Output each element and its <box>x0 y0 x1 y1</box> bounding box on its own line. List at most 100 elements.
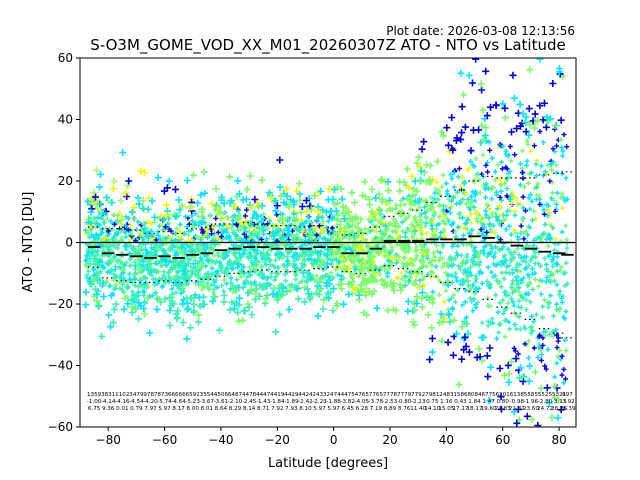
data-point <box>422 223 428 229</box>
data-point <box>422 210 428 216</box>
data-point <box>523 229 529 234</box>
data-point <box>293 272 299 278</box>
data-point <box>95 302 103 310</box>
bin-label: -4.54 <box>129 399 144 405</box>
data-point <box>371 213 377 219</box>
data-point <box>487 363 495 371</box>
data-point <box>449 198 454 204</box>
data-point <box>209 231 215 237</box>
data-point <box>242 213 248 219</box>
data-point <box>339 235 345 241</box>
data-point <box>145 283 151 289</box>
data-point <box>362 226 368 232</box>
data-point <box>340 215 348 223</box>
data-point <box>525 180 531 186</box>
bin-label: 1.84 <box>468 399 481 405</box>
bin-label: -5.74 <box>157 399 172 405</box>
data-point <box>514 405 522 413</box>
data-point <box>552 149 558 155</box>
data-point <box>194 243 200 249</box>
data-point <box>526 263 532 269</box>
data-point <box>174 314 182 322</box>
data-point <box>98 332 106 340</box>
data-point <box>420 138 428 146</box>
data-point <box>433 264 439 270</box>
data-point <box>244 300 252 308</box>
data-point <box>417 266 423 272</box>
data-point <box>195 311 203 319</box>
data-point <box>370 227 376 233</box>
bin-label: 1102 <box>115 392 129 398</box>
data-point <box>238 224 244 229</box>
data-point <box>478 122 486 130</box>
data-point <box>437 310 445 318</box>
data-point <box>217 260 223 265</box>
data-point <box>563 223 569 229</box>
data-point <box>513 419 521 427</box>
data-point <box>253 285 260 293</box>
data-point <box>222 250 228 256</box>
data-point <box>144 250 150 256</box>
bin-label: 6.75 <box>88 406 101 412</box>
bin-label: 6487 <box>228 392 243 398</box>
data-point <box>345 225 351 231</box>
data-point <box>413 277 419 283</box>
data-point <box>526 195 532 201</box>
data-point <box>125 227 131 233</box>
data-point <box>228 275 234 281</box>
data-point <box>444 338 452 346</box>
data-point <box>280 229 286 235</box>
data-point <box>461 258 467 263</box>
data-point <box>285 249 291 255</box>
data-point <box>539 116 547 124</box>
data-point <box>517 364 525 372</box>
data-point <box>481 225 487 231</box>
data-point <box>484 160 490 165</box>
data-point <box>487 139 492 145</box>
data-point <box>90 247 96 253</box>
x-tick-label: −20 <box>265 433 290 447</box>
data-point <box>462 179 468 185</box>
data-point <box>196 222 202 228</box>
data-point <box>93 166 101 174</box>
data-point <box>423 220 429 226</box>
data-point <box>360 309 368 316</box>
data-point <box>517 122 524 130</box>
bin-label: 2474 <box>326 392 341 398</box>
data-point <box>200 220 206 226</box>
data-point <box>533 254 539 260</box>
data-point <box>440 218 446 224</box>
data-point <box>473 273 479 279</box>
data-point <box>524 138 530 144</box>
data-point <box>123 260 129 266</box>
data-point <box>135 315 143 323</box>
data-point <box>457 69 465 77</box>
data-point <box>472 252 477 258</box>
data-point <box>234 217 240 223</box>
data-point <box>447 210 453 216</box>
data-point <box>525 131 533 139</box>
data-point <box>180 286 186 292</box>
data-point <box>474 216 480 222</box>
data-point <box>382 253 388 259</box>
data-point <box>511 286 517 292</box>
data-point <box>530 253 536 259</box>
data-point <box>402 202 408 208</box>
data-point <box>250 234 255 239</box>
data-point <box>491 253 497 259</box>
data-point <box>320 296 328 304</box>
data-point <box>298 222 304 227</box>
bin-label: 2433 <box>312 392 327 398</box>
data-point <box>144 205 152 213</box>
data-point <box>96 183 103 191</box>
data-point <box>559 295 565 301</box>
data-point <box>210 224 216 230</box>
data-point <box>251 229 257 234</box>
data-point <box>489 213 495 219</box>
data-point <box>331 229 337 235</box>
data-point <box>351 252 357 258</box>
data-point <box>530 286 536 292</box>
data-point <box>320 257 326 263</box>
data-point <box>476 353 484 361</box>
data-point <box>500 143 506 149</box>
